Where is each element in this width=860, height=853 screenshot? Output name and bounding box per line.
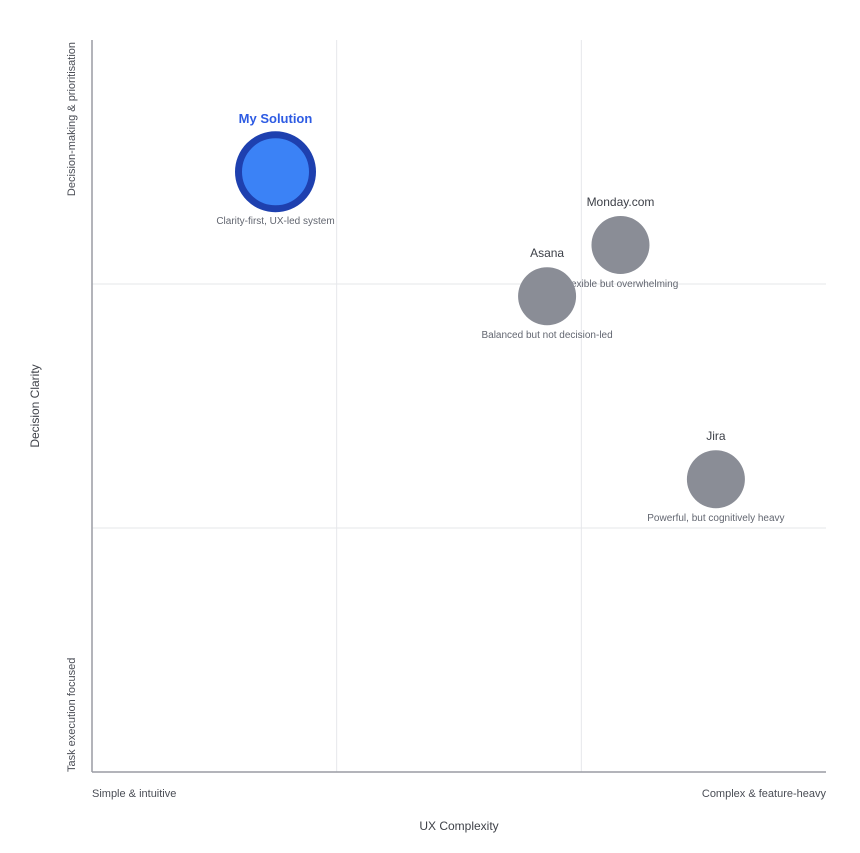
point-description: Flexible but overwhelming: [563, 279, 679, 290]
point-description: Clarity-first, UX-led system: [216, 216, 334, 227]
grid-lines: [92, 40, 826, 772]
data-point: Monday.com Flexible but overwhelming: [563, 195, 679, 290]
x-axis-low-label: Simple & intuitive: [92, 788, 176, 800]
point-label: My Solution: [239, 111, 313, 126]
data-point: Jira Powerful, but cognitively heavy: [647, 429, 784, 524]
point-label: Monday.com: [587, 195, 655, 209]
y-axis-low-label: Task execution focused: [66, 658, 78, 772]
y-axis-high-label: Decision-making & prioritisation: [66, 42, 78, 196]
point-label: Jira: [706, 429, 726, 443]
point-marker: [591, 215, 650, 274]
point-marker: [518, 267, 577, 326]
y-axis-title: Decision Clarity: [28, 364, 42, 447]
point-marker: [235, 131, 316, 213]
data-point: Asana Balanced but not decision-led: [481, 246, 612, 341]
point-description: Balanced but not decision-led: [481, 330, 612, 341]
x-axis-high-label: Complex & feature-heavy: [702, 788, 827, 800]
x-axis-title: UX Complexity: [419, 819, 498, 833]
point-marker: [686, 450, 745, 509]
point-description: Powerful, but cognitively heavy: [647, 513, 784, 524]
point-label: Asana: [530, 246, 564, 260]
data-point: My Solution Clarity-first, UX-led system: [216, 111, 334, 227]
